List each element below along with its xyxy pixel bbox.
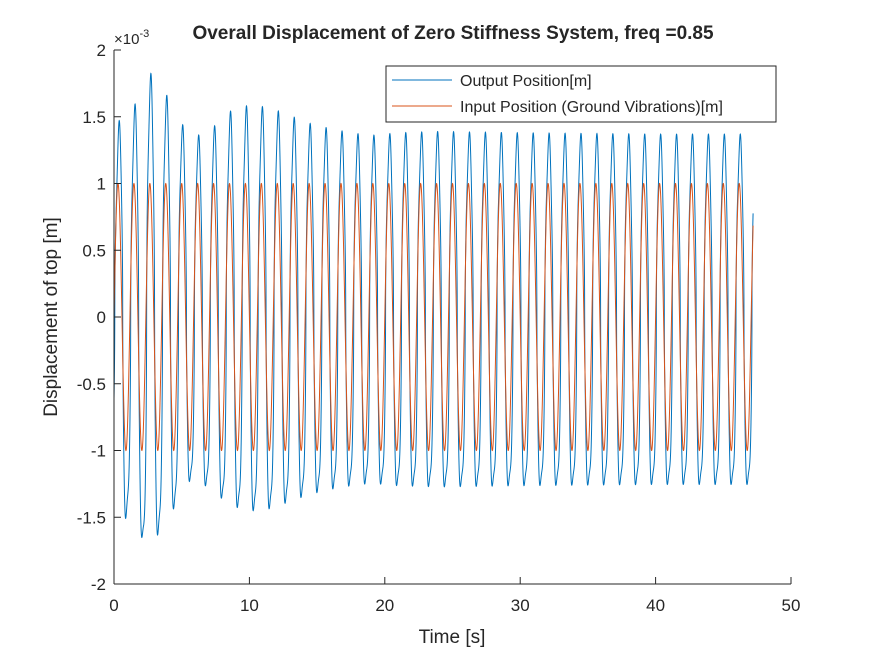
y-tick-label: 1.5 (82, 108, 106, 127)
x-tick-label: 50 (782, 596, 801, 615)
y-tick-label: 1 (97, 175, 106, 194)
x-tick-label: 10 (240, 596, 259, 615)
legend-box (385, 65, 777, 123)
y-exponent-label: ×10-3 (114, 28, 149, 48)
x-tick-label: 0 (109, 596, 118, 615)
series-layer (114, 72, 754, 539)
y-tick-label: 0 (97, 308, 106, 327)
legend-label-output: Output Position[m] (460, 73, 592, 90)
x-tick-label: 30 (511, 596, 530, 615)
tick-layer: 0 10 20 30 40 50 -2 -1.5 -1 -0.5 0 0.5 1 1.5 2 (77, 41, 801, 615)
y-tick-label: -1 (91, 442, 106, 461)
y-tick-label: -0.5 (77, 375, 106, 394)
y-axis-label: Displacement of top [m] (41, 217, 62, 417)
x-tick-label: 20 (375, 596, 394, 615)
x-tick-label: 40 (646, 596, 665, 615)
y-tick-label: 0.5 (82, 241, 106, 260)
y-tick-label: -1.5 (77, 508, 106, 527)
y-tick-label: -2 (91, 575, 106, 594)
y-tick-label: 2 (97, 41, 106, 60)
series-line-input-position (114, 182, 754, 452)
x-axis-label: Time [s] (419, 627, 486, 648)
chart-title: Overall Displacement of Zero Stiffness S… (192, 23, 714, 44)
legend: Output Position[m] Input Position (Groun… (385, 65, 777, 123)
legend-label-input: Input Position (Ground Vibrations)[m] (460, 99, 723, 116)
